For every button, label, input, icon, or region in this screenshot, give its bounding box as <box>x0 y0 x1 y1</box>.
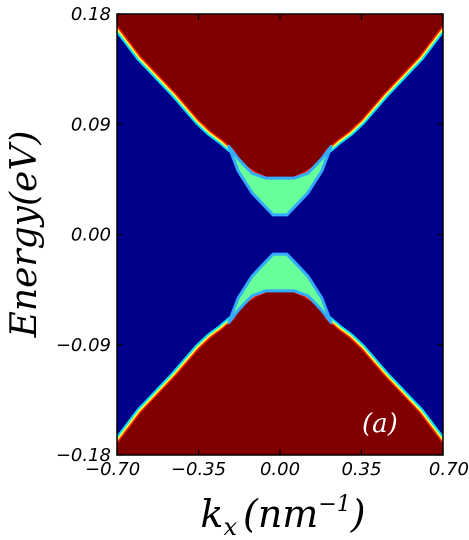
y-tick-label: 0.18 <box>71 4 111 25</box>
y-tick-label: 0.00 <box>71 225 111 246</box>
x-label-sub: x <box>223 513 237 540</box>
axis-ticks: −0.70 −0.35 0.00 0.35 0.70 0.18 0.09 0.00 −0.09 −… <box>56 4 469 480</box>
x-label-paren-close: ) <box>350 492 366 536</box>
y-axis-label: Energy(eV) <box>4 131 45 339</box>
y-tick-label: −0.09 <box>56 335 111 356</box>
x-label-unit: nm <box>258 492 319 536</box>
x-label-paren-open: ( <box>243 492 259 536</box>
x-tick-label: 0.35 <box>341 459 381 480</box>
x-axis-label: kx (nm−1) <box>200 492 365 540</box>
x-tick-label: 0.00 <box>260 459 300 480</box>
x-tick-label: 0.70 <box>429 459 469 480</box>
x-tick-label: −0.70 <box>85 459 140 480</box>
upper-gap-state <box>227 144 333 217</box>
panel-label: (a) <box>362 409 398 439</box>
lower-gap-state <box>227 252 333 325</box>
x-label-exp: −1 <box>318 492 350 517</box>
y-tick-label: 0.09 <box>71 114 111 135</box>
x-tick-label: −0.35 <box>171 459 226 480</box>
x-label-k: k <box>200 492 223 536</box>
plot-area <box>117 14 443 455</box>
y-tick-label: −0.18 <box>56 445 111 466</box>
